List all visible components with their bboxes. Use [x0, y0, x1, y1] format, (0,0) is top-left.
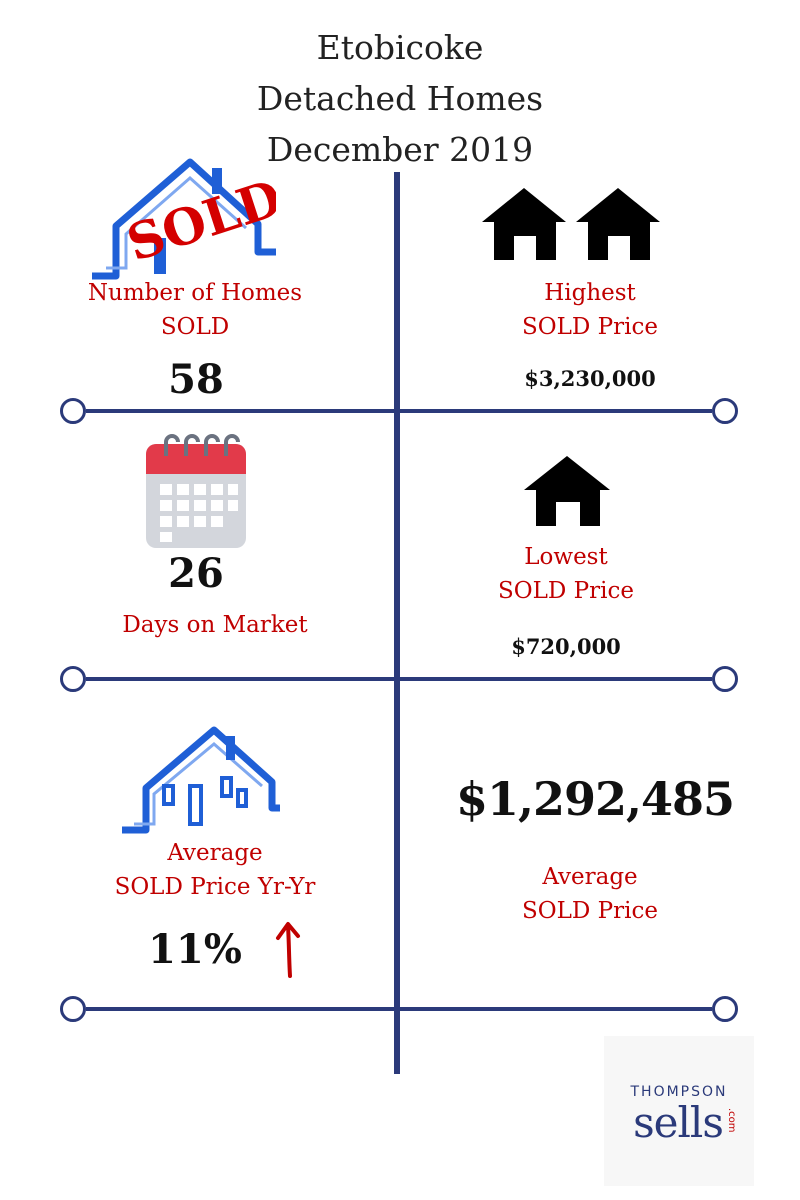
homes-sold-label-line-2: SOLD — [160, 314, 230, 340]
up-arrow-icon — [276, 922, 300, 978]
divider-node-right-1 — [712, 398, 738, 424]
lowest-price-label-line-1: Lowest — [524, 544, 608, 570]
days-on-market-label: Days on Market — [122, 612, 308, 638]
lowest-price-value: $720,000 — [511, 634, 621, 659]
avg-change-label: Average SOLD Price Yr-Yr — [90, 836, 340, 904]
calendar-icon — [146, 434, 246, 548]
sold-house-icon: SOLD — [92, 158, 276, 280]
divider-node-left-3 — [60, 996, 86, 1022]
divider-node-left-1 — [60, 398, 86, 424]
two-houses-icon — [482, 188, 660, 260]
horizontal-divider-3 — [86, 1007, 712, 1011]
lowest-price-label: Lowest SOLD Price — [456, 540, 676, 608]
house-outline-icon — [122, 726, 280, 834]
brand-logo: THOMPSON sells .com — [604, 1036, 754, 1186]
avg-price-label-line-1: Average — [542, 864, 638, 890]
horizontal-divider-2 — [86, 677, 712, 681]
homes-sold-label-line-1: Number of Homes — [87, 280, 303, 306]
title-line-1: Etobicoke — [316, 28, 484, 67]
brand-top-text: THOMPSON — [630, 1084, 728, 1100]
lowest-price-label-line-2: SOLD Price — [498, 578, 634, 604]
avg-price-label-line-2: SOLD Price — [522, 898, 658, 924]
highest-price-label-line-2: SOLD Price — [522, 314, 658, 340]
homes-sold-value: 58 — [168, 356, 224, 403]
page-title: Etobicoke Detached Homes December 2019 — [0, 22, 800, 175]
highest-price-value: $3,230,000 — [524, 366, 656, 391]
divider-node-right-2 — [712, 666, 738, 692]
avg-price-label: Average SOLD Price — [470, 860, 710, 928]
divider-node-right-3 — [712, 996, 738, 1022]
vertical-divider — [394, 172, 400, 1074]
highest-price-label-line-1: Highest — [544, 280, 636, 306]
title-line-2: Detached Homes — [256, 79, 544, 118]
avg-price-value: $1,292,485 — [455, 772, 735, 826]
title-line-3: December 2019 — [266, 130, 534, 169]
avg-change-value: 11% — [148, 926, 242, 973]
brand-main-text: sells — [633, 1098, 724, 1147]
highest-price-label: Highest SOLD Price — [460, 276, 720, 344]
divider-node-left-2 — [60, 666, 86, 692]
homes-sold-label: Number of Homes SOLD — [60, 276, 330, 344]
avg-change-label-line-2: SOLD Price Yr-Yr — [114, 874, 316, 900]
days-on-market-value: 26 — [168, 550, 224, 597]
horizontal-divider-1 — [86, 409, 712, 413]
brand-sub-text: .com — [726, 1108, 737, 1133]
avg-change-label-line-1: Average — [167, 840, 263, 866]
house-icon — [524, 456, 610, 526]
